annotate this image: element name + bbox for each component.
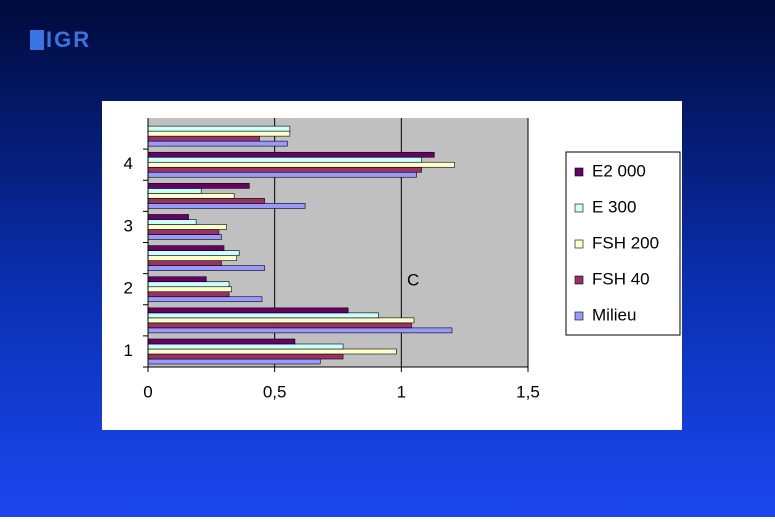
y-tick-label: 2 [124,279,133,298]
bar [147,265,265,271]
bar [147,198,265,204]
bar [147,291,230,298]
bar [147,296,263,303]
legend-label: FSH 40 [592,269,650,288]
legend-swatch [574,203,584,213]
bar [147,140,288,147]
legend-swatch [574,239,584,249]
bar [147,156,422,163]
legend-swatch [574,275,584,285]
bar [147,307,349,314]
legend-label: E 300 [592,197,636,216]
bar [147,203,306,209]
bar [147,286,232,293]
bar [147,245,225,251]
bar [147,161,455,168]
x-tick-label: 1,5 [516,382,540,401]
bar [147,260,222,266]
bar [147,312,379,319]
bar [147,219,197,225]
y-tick-label: 4 [124,154,133,173]
bar [147,317,415,324]
bar [147,327,453,334]
legend-swatch [574,167,584,177]
y-tick-label: 1 [124,341,133,360]
bar [147,125,291,132]
legend-label: E2 000 [592,161,646,180]
x-tick-label: 0,5 [263,382,287,401]
bar [147,281,230,288]
legend-swatch [574,311,584,321]
x-tick-label: 0 [143,382,152,401]
legend-label: FSH 200 [592,233,659,252]
bar [147,234,222,240]
bar [147,353,344,360]
bar [147,322,412,329]
annotation: C [407,270,419,289]
y-tick-label: 3 [124,216,133,235]
legend-label: Milieu [592,305,636,324]
bar [147,166,422,173]
bar [147,135,260,142]
bar [147,250,240,256]
bar [147,224,227,230]
bar [147,193,235,199]
bar [147,188,202,194]
bar [147,171,417,178]
logo-icon [30,30,44,50]
bar [147,229,220,235]
bar [147,276,207,283]
bar [147,338,296,345]
bar [147,255,237,261]
logo: IGR [46,27,91,52]
x-tick-label: 1 [397,382,406,401]
bar [147,151,435,158]
legend [565,151,681,336]
bar [147,214,189,220]
bar [147,130,291,137]
bar [147,183,250,189]
bar [147,348,397,355]
bar [147,343,344,350]
bar [147,358,321,365]
